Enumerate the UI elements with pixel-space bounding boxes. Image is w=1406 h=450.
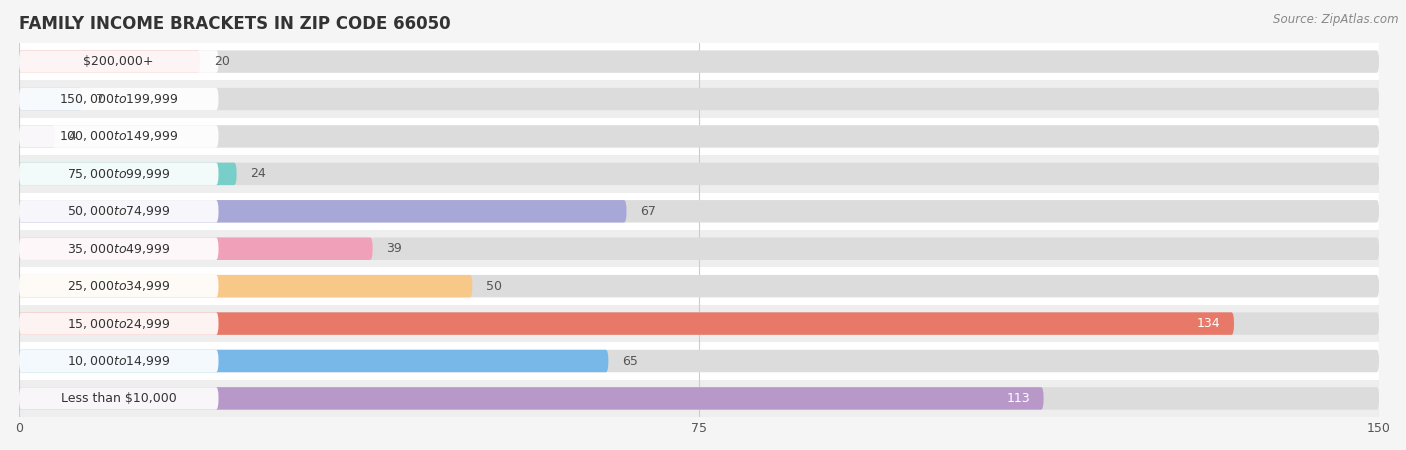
FancyBboxPatch shape bbox=[20, 387, 1043, 410]
FancyBboxPatch shape bbox=[20, 162, 218, 185]
Text: 7: 7 bbox=[96, 93, 104, 106]
FancyBboxPatch shape bbox=[20, 238, 218, 260]
FancyBboxPatch shape bbox=[20, 312, 218, 335]
Text: 4: 4 bbox=[69, 130, 77, 143]
Text: 134: 134 bbox=[1197, 317, 1220, 330]
Text: 65: 65 bbox=[621, 355, 638, 368]
Bar bbox=[20, 305, 1379, 342]
Text: $150,000 to $199,999: $150,000 to $199,999 bbox=[59, 92, 179, 106]
FancyBboxPatch shape bbox=[20, 238, 373, 260]
FancyBboxPatch shape bbox=[20, 162, 1379, 185]
Bar bbox=[20, 155, 1379, 193]
Bar bbox=[20, 43, 1379, 80]
FancyBboxPatch shape bbox=[20, 312, 1234, 335]
FancyBboxPatch shape bbox=[20, 387, 1379, 410]
Text: 50: 50 bbox=[486, 279, 502, 292]
Bar bbox=[20, 342, 1379, 380]
Text: $50,000 to $74,999: $50,000 to $74,999 bbox=[67, 204, 170, 218]
Text: $25,000 to $34,999: $25,000 to $34,999 bbox=[67, 279, 170, 293]
FancyBboxPatch shape bbox=[20, 350, 609, 372]
Text: $200,000+: $200,000+ bbox=[83, 55, 155, 68]
Text: Source: ZipAtlas.com: Source: ZipAtlas.com bbox=[1274, 14, 1399, 27]
FancyBboxPatch shape bbox=[20, 350, 218, 372]
FancyBboxPatch shape bbox=[20, 50, 1379, 73]
FancyBboxPatch shape bbox=[20, 125, 218, 148]
Text: FAMILY INCOME BRACKETS IN ZIP CODE 66050: FAMILY INCOME BRACKETS IN ZIP CODE 66050 bbox=[20, 15, 451, 33]
FancyBboxPatch shape bbox=[20, 200, 627, 223]
FancyBboxPatch shape bbox=[20, 350, 1379, 372]
FancyBboxPatch shape bbox=[20, 275, 472, 297]
Text: 20: 20 bbox=[214, 55, 229, 68]
Text: $100,000 to $149,999: $100,000 to $149,999 bbox=[59, 130, 179, 144]
Text: 39: 39 bbox=[387, 242, 402, 255]
Bar bbox=[20, 230, 1379, 267]
Text: $10,000 to $14,999: $10,000 to $14,999 bbox=[67, 354, 170, 368]
FancyBboxPatch shape bbox=[20, 275, 218, 297]
FancyBboxPatch shape bbox=[20, 312, 1379, 335]
FancyBboxPatch shape bbox=[20, 238, 1379, 260]
FancyBboxPatch shape bbox=[20, 50, 200, 73]
Text: 24: 24 bbox=[250, 167, 266, 180]
Bar bbox=[20, 380, 1379, 417]
FancyBboxPatch shape bbox=[20, 162, 236, 185]
FancyBboxPatch shape bbox=[20, 275, 1379, 297]
FancyBboxPatch shape bbox=[20, 387, 218, 410]
FancyBboxPatch shape bbox=[20, 88, 1379, 110]
Text: Less than $10,000: Less than $10,000 bbox=[60, 392, 177, 405]
FancyBboxPatch shape bbox=[20, 50, 218, 73]
Text: 67: 67 bbox=[640, 205, 657, 218]
Text: $15,000 to $24,999: $15,000 to $24,999 bbox=[67, 317, 170, 331]
Text: 113: 113 bbox=[1007, 392, 1031, 405]
Bar bbox=[20, 193, 1379, 230]
Bar bbox=[20, 80, 1379, 118]
FancyBboxPatch shape bbox=[20, 88, 83, 110]
FancyBboxPatch shape bbox=[20, 88, 218, 110]
Bar bbox=[20, 118, 1379, 155]
Bar bbox=[20, 267, 1379, 305]
FancyBboxPatch shape bbox=[20, 200, 218, 223]
Text: $35,000 to $49,999: $35,000 to $49,999 bbox=[67, 242, 170, 256]
Text: $75,000 to $99,999: $75,000 to $99,999 bbox=[67, 167, 170, 181]
FancyBboxPatch shape bbox=[20, 125, 1379, 148]
FancyBboxPatch shape bbox=[20, 200, 1379, 223]
FancyBboxPatch shape bbox=[20, 125, 55, 148]
